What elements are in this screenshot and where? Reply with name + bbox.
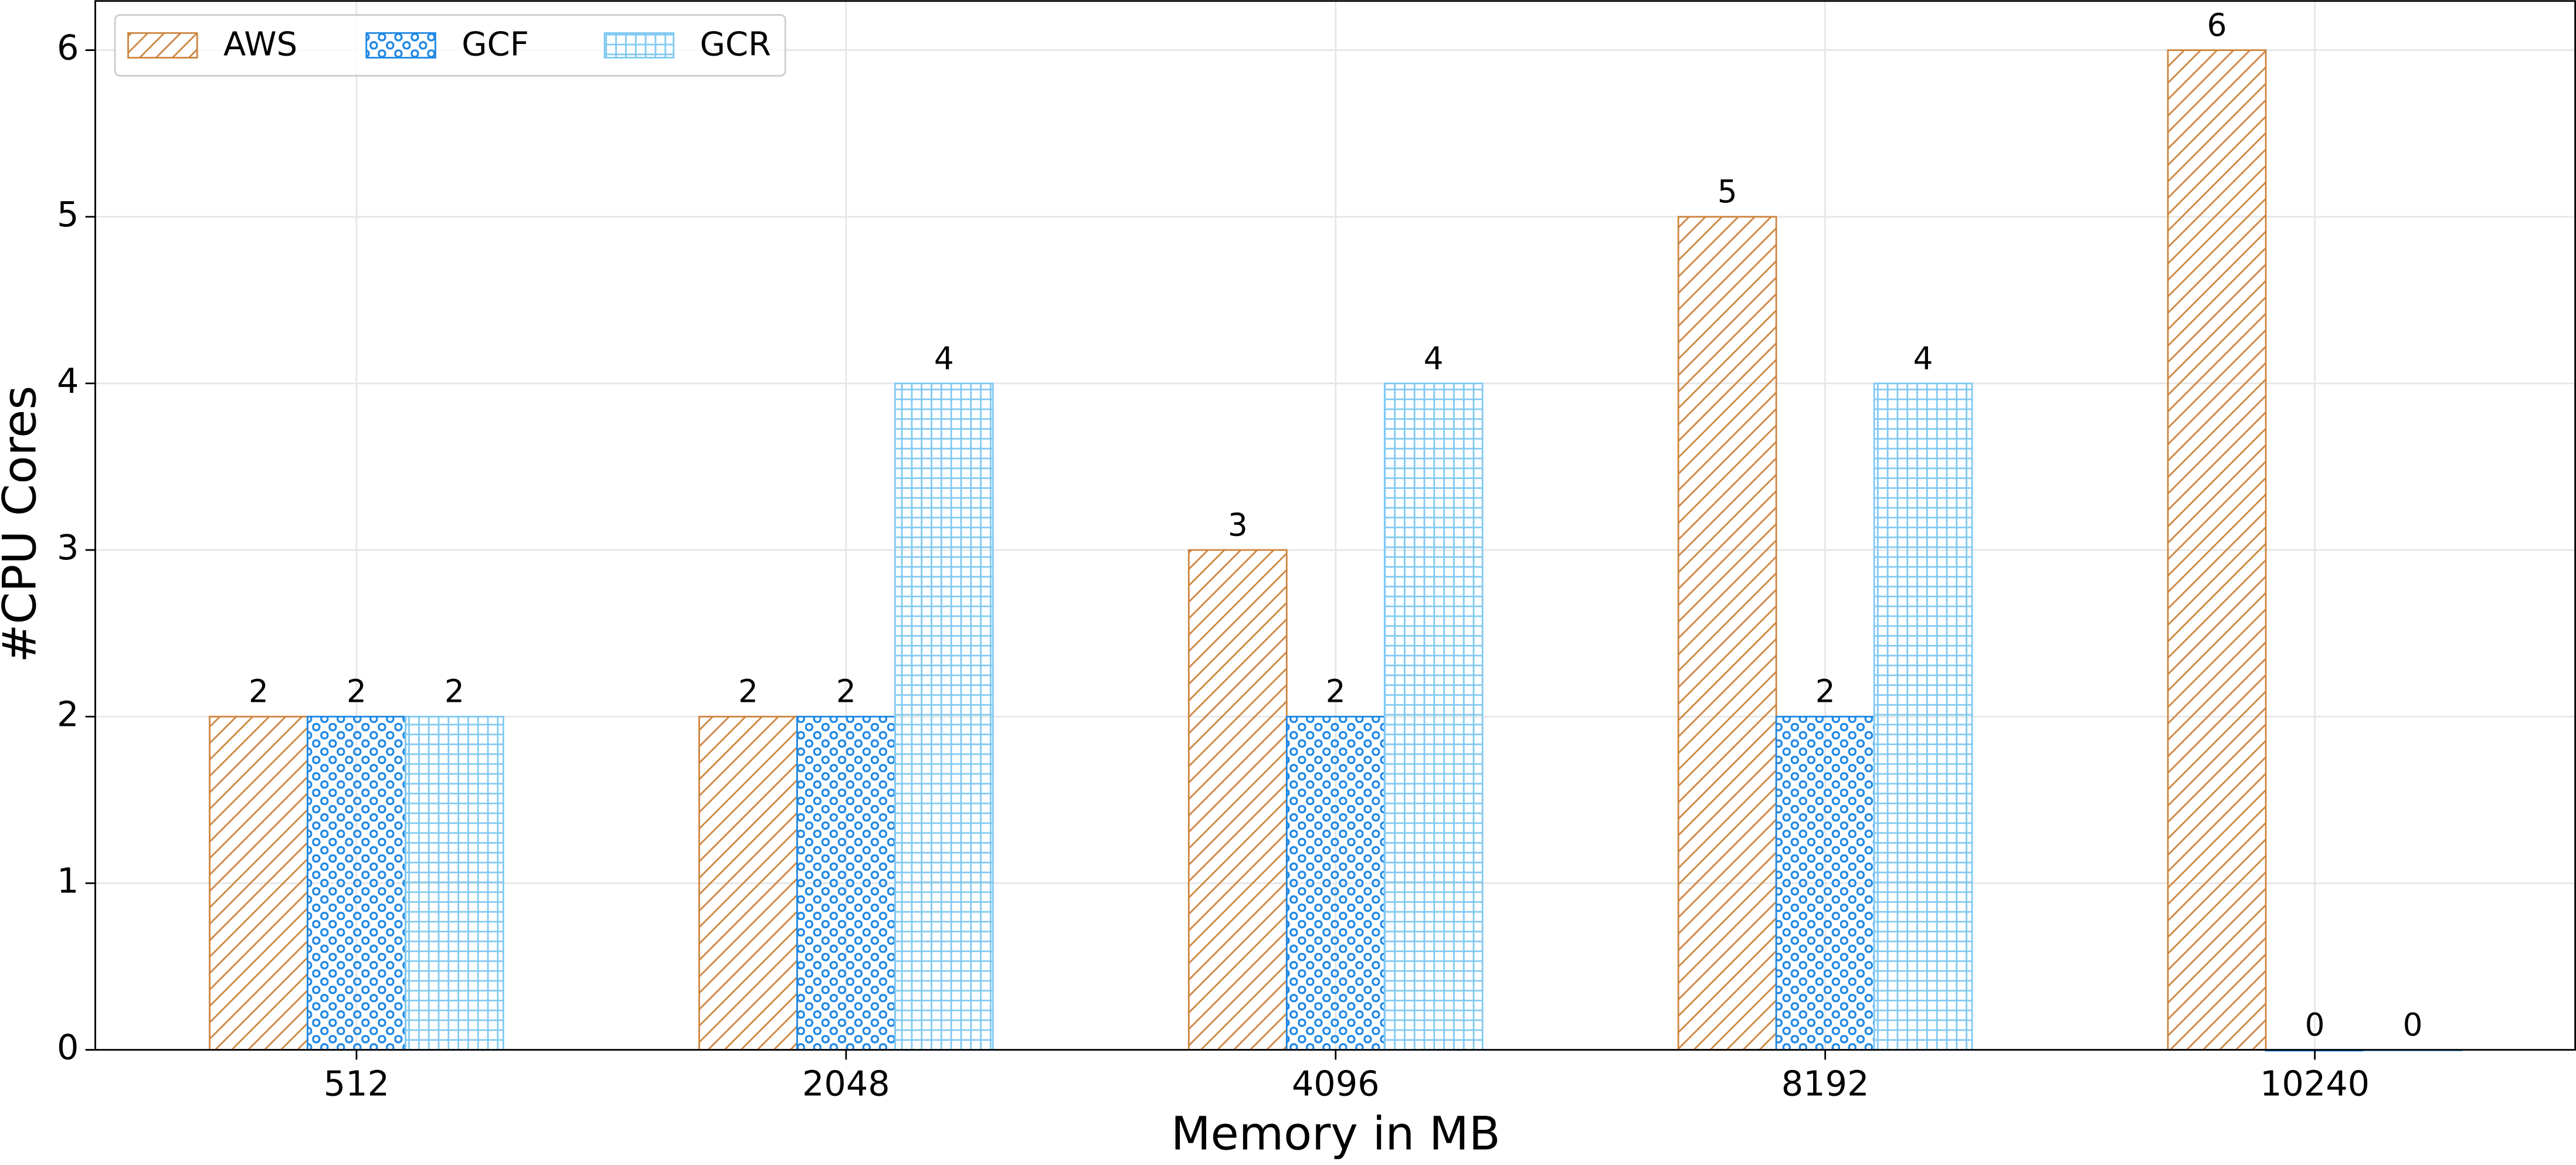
bar-value-label: 4 — [1424, 340, 1444, 376]
y-axis-title: #CPU Cores — [0, 386, 47, 663]
x-tick-label: 8192 — [1781, 1063, 1869, 1103]
bar-value-label: 0 — [2305, 1007, 2325, 1043]
y-tick-label: 5 — [57, 194, 79, 235]
legend: AWS GCF GCR — [114, 14, 786, 77]
y-tick-label: 2 — [57, 694, 79, 734]
y-tick-label: 4 — [57, 361, 79, 401]
bar-value-label: 2 — [836, 674, 856, 710]
bar-value-label: 2 — [249, 674, 269, 710]
bar-value-label: 2 — [1815, 674, 1835, 710]
bar — [1677, 216, 1777, 1051]
bar-value-label: 4 — [1913, 340, 1933, 376]
axes: 0 1 2 3 4 5 6 512 2048 4096 8192 10240 — [57, 0, 2576, 1103]
x-tick-label: 2048 — [802, 1063, 890, 1103]
y-tick-label: 0 — [57, 1027, 79, 1068]
bars: 2 2 2 2 2 4 3 2 4 5 2 4 6 0 0 — [209, 7, 2463, 1052]
bar-value-label: 2 — [444, 674, 464, 710]
x-axis-title: Memory in MB — [1171, 1108, 1501, 1161]
bar — [698, 715, 798, 1051]
bar-value-label: 3 — [1228, 507, 1248, 543]
y-tick-label: 1 — [57, 861, 79, 901]
legend-label: GCR — [700, 25, 771, 63]
bar-value-label: 2 — [738, 674, 758, 710]
bar-value-label: 5 — [1718, 174, 1737, 210]
x-tick-label: 10240 — [2260, 1063, 2370, 1103]
bar — [307, 715, 406, 1051]
bar — [1285, 715, 1386, 1051]
legend-box — [114, 14, 786, 77]
y-tick-label: 6 — [57, 28, 79, 68]
bar-value-label: 6 — [2207, 7, 2227, 43]
bar-value-label: 4 — [934, 340, 954, 376]
bar — [1873, 382, 1973, 1051]
plot-frame — [94, 0, 2576, 1051]
legend-swatch — [127, 32, 198, 59]
bar-value-label: 2 — [347, 674, 366, 710]
x-tick-label: 512 — [324, 1063, 389, 1103]
y-tick-label: 3 — [57, 527, 79, 568]
x-tick-label: 4096 — [1292, 1063, 1380, 1103]
legend-label: AWS — [223, 25, 297, 63]
bar — [1775, 715, 1875, 1051]
bar-value-label: 2 — [1326, 674, 1346, 710]
bar — [796, 715, 896, 1051]
legend-swatch — [603, 32, 675, 59]
bar-value-label: 0 — [2403, 1007, 2423, 1043]
legend-swatch — [365, 32, 436, 59]
bar — [1187, 549, 1288, 1051]
bar — [894, 382, 994, 1051]
bar — [209, 715, 308, 1051]
bar — [1383, 382, 1484, 1051]
bar — [405, 715, 504, 1051]
legend-label: GCF — [461, 25, 529, 63]
bar — [2167, 49, 2267, 1051]
